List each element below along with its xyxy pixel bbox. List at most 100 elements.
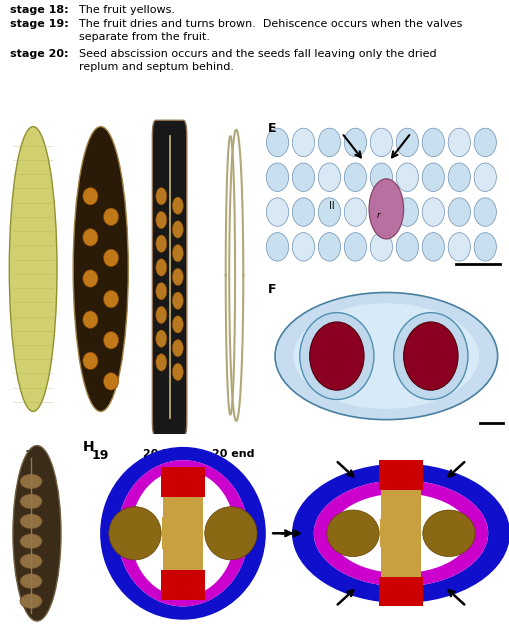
Ellipse shape xyxy=(447,128,469,157)
Ellipse shape xyxy=(172,339,183,357)
Ellipse shape xyxy=(403,322,457,390)
Ellipse shape xyxy=(421,233,443,261)
Ellipse shape xyxy=(266,128,288,157)
Bar xyxy=(379,577,422,606)
Ellipse shape xyxy=(20,554,42,568)
Ellipse shape xyxy=(274,292,497,420)
Ellipse shape xyxy=(370,163,392,191)
Text: 18: 18 xyxy=(24,449,42,463)
Ellipse shape xyxy=(293,303,478,409)
Ellipse shape xyxy=(117,460,248,606)
Ellipse shape xyxy=(421,197,443,227)
Ellipse shape xyxy=(473,128,495,157)
Ellipse shape xyxy=(330,494,470,573)
Ellipse shape xyxy=(103,291,119,308)
Ellipse shape xyxy=(103,249,119,266)
Ellipse shape xyxy=(292,128,314,157)
Ellipse shape xyxy=(313,480,487,586)
Ellipse shape xyxy=(344,163,366,191)
Ellipse shape xyxy=(9,127,57,411)
Text: G: G xyxy=(3,439,13,453)
Ellipse shape xyxy=(172,316,183,333)
Ellipse shape xyxy=(395,163,418,191)
Ellipse shape xyxy=(155,259,166,276)
Text: F: F xyxy=(267,283,275,296)
Ellipse shape xyxy=(103,332,119,349)
Ellipse shape xyxy=(395,233,418,261)
Bar xyxy=(381,460,420,606)
Ellipse shape xyxy=(20,573,42,589)
Ellipse shape xyxy=(292,163,314,191)
Text: 20 end: 20 end xyxy=(212,449,254,460)
Ellipse shape xyxy=(100,447,265,620)
Ellipse shape xyxy=(344,197,366,227)
Ellipse shape xyxy=(82,311,98,329)
Ellipse shape xyxy=(344,128,366,157)
Ellipse shape xyxy=(155,330,166,348)
Ellipse shape xyxy=(172,268,183,285)
Ellipse shape xyxy=(20,474,42,489)
Text: The fruit dries and turns brown.  Dehiscence occurs when the valves: The fruit dries and turns brown. Dehisce… xyxy=(79,19,462,29)
Ellipse shape xyxy=(266,197,288,227)
Text: 20 begin: 20 begin xyxy=(142,449,196,460)
Text: H: H xyxy=(82,441,94,454)
Text: replum and septum behind.: replum and septum behind. xyxy=(79,62,234,72)
Text: E: E xyxy=(267,122,275,135)
Ellipse shape xyxy=(447,197,469,227)
Ellipse shape xyxy=(103,208,119,225)
Ellipse shape xyxy=(172,244,183,262)
Ellipse shape xyxy=(313,480,487,586)
Ellipse shape xyxy=(473,163,495,191)
Ellipse shape xyxy=(309,322,363,390)
Ellipse shape xyxy=(395,128,418,157)
Ellipse shape xyxy=(447,233,469,261)
Ellipse shape xyxy=(103,373,119,390)
Ellipse shape xyxy=(292,463,509,603)
Ellipse shape xyxy=(172,292,183,310)
Ellipse shape xyxy=(155,282,166,300)
Text: A: A xyxy=(3,125,12,138)
Ellipse shape xyxy=(82,229,98,246)
Ellipse shape xyxy=(155,306,166,323)
Bar xyxy=(379,460,422,490)
Text: Seed abscission occurs and the seeds fall leaving only the dried: Seed abscission occurs and the seeds fal… xyxy=(79,49,436,59)
Ellipse shape xyxy=(318,128,340,157)
Ellipse shape xyxy=(155,235,166,253)
Bar xyxy=(163,467,202,600)
Ellipse shape xyxy=(82,187,98,205)
Ellipse shape xyxy=(82,270,98,287)
Ellipse shape xyxy=(422,510,474,556)
Bar xyxy=(161,570,205,600)
Ellipse shape xyxy=(266,163,288,191)
Text: separate from the fruit.: separate from the fruit. xyxy=(79,32,210,42)
Ellipse shape xyxy=(447,163,469,191)
Ellipse shape xyxy=(473,197,495,227)
Ellipse shape xyxy=(205,506,257,560)
Ellipse shape xyxy=(73,127,128,411)
Ellipse shape xyxy=(155,187,166,205)
Ellipse shape xyxy=(82,352,98,370)
Ellipse shape xyxy=(318,163,340,191)
Text: Il: Il xyxy=(329,201,334,211)
Ellipse shape xyxy=(20,514,42,529)
Ellipse shape xyxy=(172,363,183,380)
Ellipse shape xyxy=(344,233,366,261)
Ellipse shape xyxy=(172,197,183,215)
Ellipse shape xyxy=(318,233,340,261)
Ellipse shape xyxy=(421,128,443,157)
Ellipse shape xyxy=(370,197,392,227)
Ellipse shape xyxy=(369,179,403,239)
Text: r: r xyxy=(376,211,379,220)
Ellipse shape xyxy=(393,313,467,399)
Ellipse shape xyxy=(20,534,42,549)
Text: The fruit yellows.: The fruit yellows. xyxy=(79,5,175,15)
Ellipse shape xyxy=(395,197,418,227)
Text: 19: 19 xyxy=(92,449,109,463)
Ellipse shape xyxy=(370,128,392,157)
Text: stage 18:: stage 18: xyxy=(10,5,69,15)
Ellipse shape xyxy=(266,233,288,261)
Ellipse shape xyxy=(318,197,340,227)
Ellipse shape xyxy=(108,506,161,560)
Ellipse shape xyxy=(13,446,61,621)
Ellipse shape xyxy=(117,460,248,606)
